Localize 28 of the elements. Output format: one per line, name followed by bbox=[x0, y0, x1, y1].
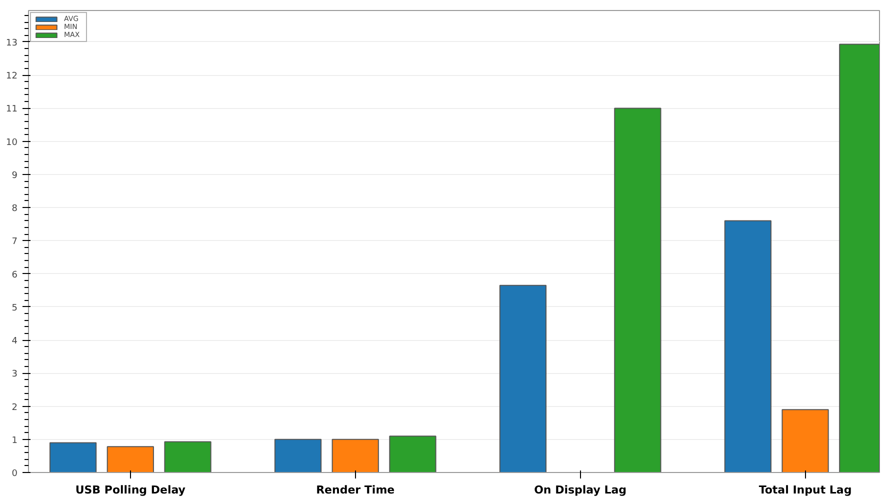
x-tick-label: On Display Lag bbox=[534, 484, 627, 496]
y-tick-label: 4 bbox=[12, 336, 18, 347]
x-tick-label: Render Time bbox=[316, 484, 395, 496]
y-tick-label: 2 bbox=[12, 402, 18, 413]
y-tick-label: 9 bbox=[12, 170, 18, 181]
y-tick-label: 0 bbox=[12, 469, 18, 479]
y-tick-label: 1 bbox=[12, 436, 18, 446]
bar bbox=[724, 220, 772, 472]
x-tick-label: USB Polling Delay bbox=[75, 484, 186, 496]
bar bbox=[332, 438, 379, 472]
bar bbox=[614, 108, 662, 472]
x-tick-label: Total Input Lag bbox=[758, 484, 852, 496]
y-tick-label: 5 bbox=[12, 303, 18, 314]
y-tick-label: 7 bbox=[12, 237, 18, 248]
bar bbox=[389, 436, 436, 472]
bar bbox=[274, 438, 322, 472]
y-tick-label: 8 bbox=[12, 204, 18, 214]
bar bbox=[499, 284, 547, 472]
bar bbox=[106, 446, 154, 472]
y-tick-label: 13 bbox=[6, 38, 18, 48]
y-tick-label: 10 bbox=[6, 138, 18, 148]
y-tick-label: 3 bbox=[12, 370, 18, 380]
y-tick-label: 6 bbox=[12, 270, 18, 280]
bar bbox=[164, 441, 212, 472]
y-tick-label: 12 bbox=[6, 72, 18, 82]
y-tick-label: 11 bbox=[6, 104, 18, 115]
bar bbox=[49, 442, 97, 472]
bar bbox=[782, 409, 829, 472]
